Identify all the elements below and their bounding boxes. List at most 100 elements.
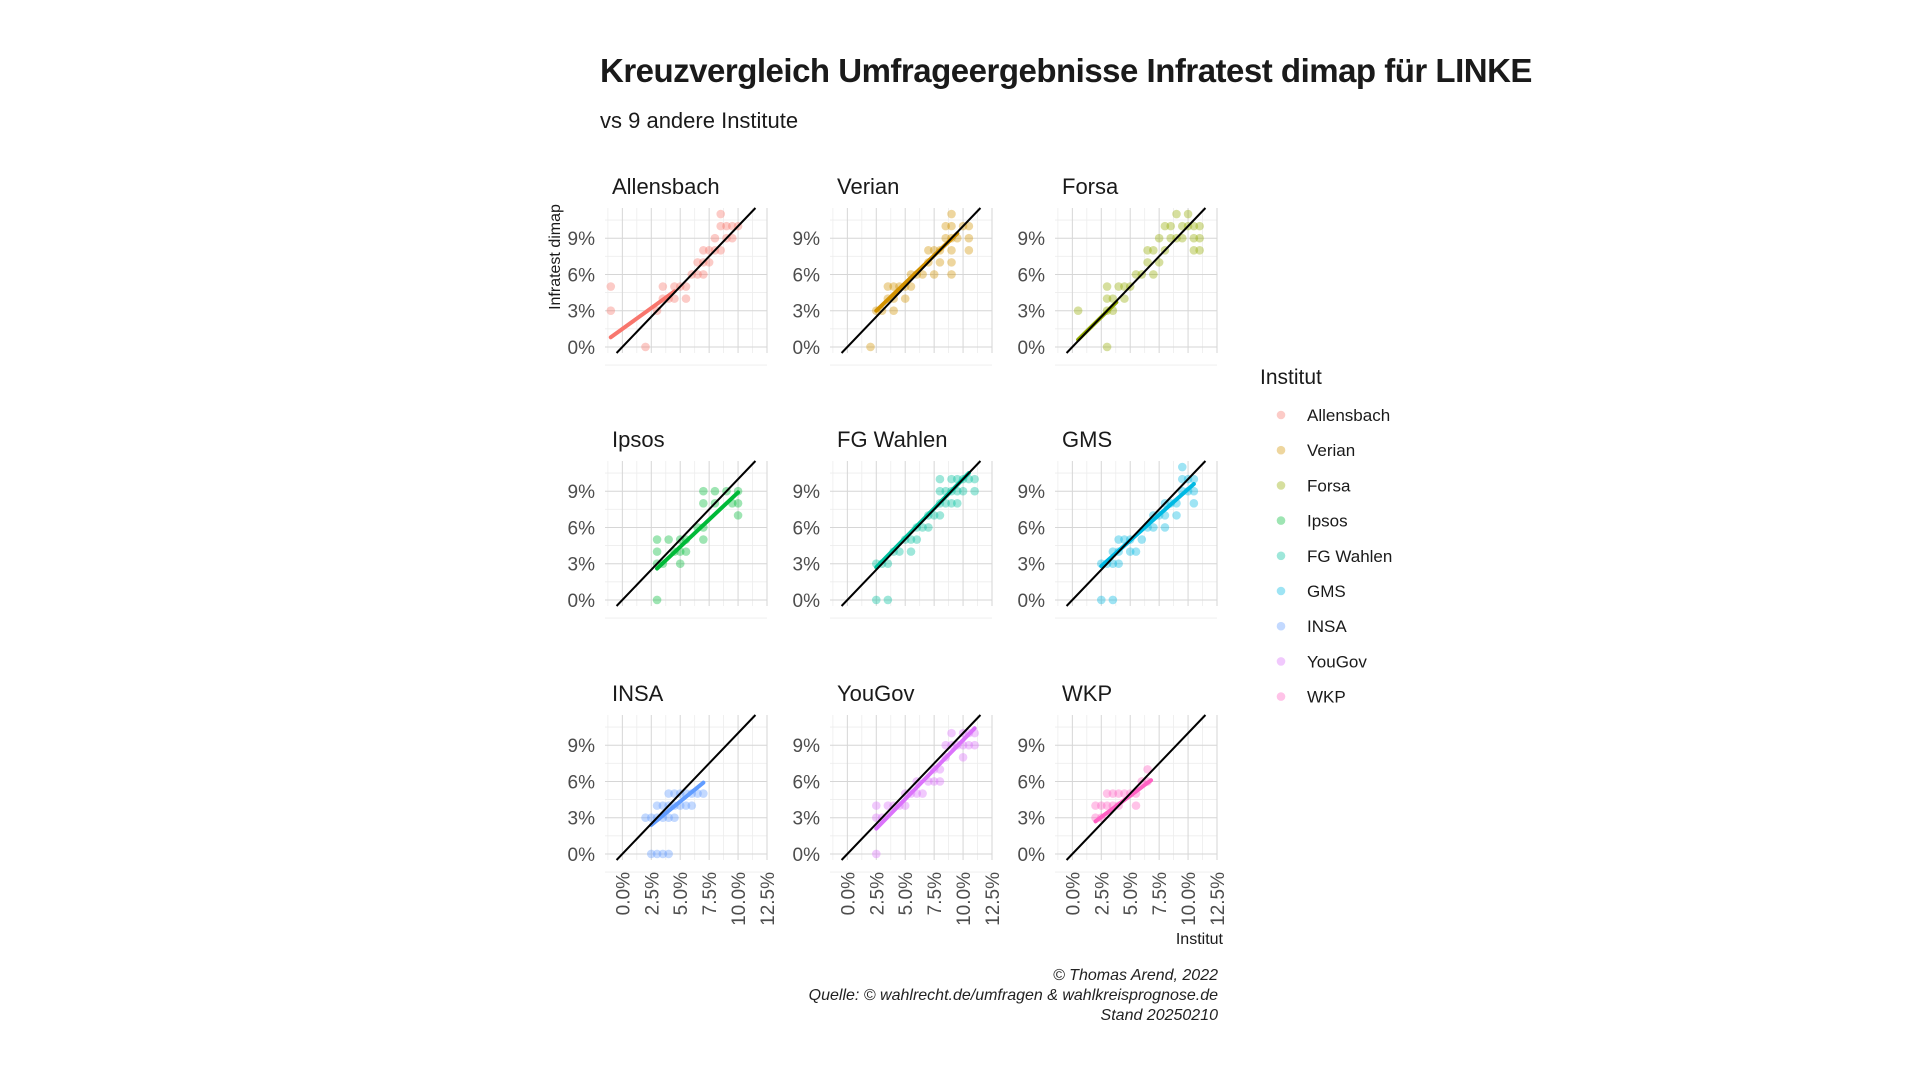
legend-key-wkp: [1276, 692, 1286, 701]
data-point-forsa: [1102, 294, 1112, 303]
y-tick-label: 3%: [1018, 809, 1046, 830]
data-point-gms: [1177, 474, 1187, 484]
facet-title-allensbach: Allensbach: [612, 174, 720, 199]
y-tick-label: 9%: [568, 482, 596, 503]
trend-line-allensbach: [608, 289, 677, 340]
data-point-forsa: [1195, 245, 1204, 255]
y-tick-label: 0%: [1018, 591, 1046, 612]
data-point-allensbach: [716, 245, 726, 255]
y-tick-label: 9%: [1018, 736, 1046, 757]
chart-title: Kreuzvergleich Umfrageergebnisse Infrate…: [600, 52, 1532, 89]
x-tick-label: 5.0%: [896, 872, 917, 915]
legend-label-gms: GMS: [1307, 582, 1346, 601]
data-point-gms: [1096, 595, 1106, 605]
x-tick-label: 10.0%: [1179, 872, 1200, 926]
y-tick-label: 6%: [568, 772, 596, 793]
data-point-allensbach: [606, 306, 616, 316]
data-point-fg-wahlen: [895, 547, 904, 556]
data-point-allensbach: [641, 342, 650, 352]
data-point-gms: [1108, 595, 1118, 605]
data-point-forsa: [1195, 233, 1204, 243]
data-point-gms: [1137, 535, 1147, 544]
caption-author: © Thomas Arend, 2022: [1052, 967, 1218, 984]
data-point-insa: [646, 813, 656, 823]
legend-key-forsa: [1276, 481, 1286, 490]
data-point-allensbach: [716, 209, 726, 219]
data-point-allensbach: [716, 221, 726, 231]
data-point-fg-wahlen: [952, 498, 962, 508]
data-point-yougov: [871, 813, 881, 823]
data-point-forsa: [1073, 306, 1083, 316]
legend-key-fg-wahlen: [1276, 551, 1286, 561]
data-point-ipsos: [675, 559, 685, 569]
legend-label-wkp: WKP: [1307, 688, 1346, 707]
data-point-wkp: [1102, 789, 1112, 798]
y-tick-label: 0%: [1018, 845, 1046, 866]
data-point-forsa: [1114, 282, 1123, 291]
data-point-ipsos: [652, 535, 662, 544]
data-point-yougov: [970, 740, 979, 750]
y-tick-label: 3%: [793, 809, 821, 830]
data-point-ipsos: [733, 498, 743, 508]
facet-title-forsa: Forsa: [1062, 174, 1119, 199]
facet-title-insa: INSA: [612, 681, 664, 706]
data-point-ipsos: [733, 511, 743, 520]
y-tick-label: 3%: [793, 555, 821, 576]
data-point-allensbach: [658, 282, 668, 291]
data-point-forsa: [1177, 221, 1187, 231]
data-point-insa: [681, 801, 691, 810]
data-point-wkp: [1102, 801, 1112, 810]
data-point-verian: [883, 282, 893, 291]
data-point-forsa: [1120, 294, 1129, 303]
data-point-ipsos: [699, 486, 708, 496]
data-point-insa: [699, 789, 708, 798]
data-point-insa: [664, 849, 673, 859]
data-point-verian: [900, 294, 910, 303]
y-tick-label: 0%: [568, 338, 596, 359]
caption: © Thomas Arend, 2022 Quelle: © wahlrecht…: [809, 966, 1218, 1026]
y-tick-label: 6%: [793, 265, 821, 286]
y-tick-label: 6%: [793, 772, 821, 793]
legend-key-verian: [1276, 445, 1286, 455]
data-point-yougov: [958, 752, 968, 762]
data-point-forsa: [1189, 233, 1199, 243]
data-point-verian: [941, 221, 951, 231]
facet-title-ipsos: Ipsos: [612, 427, 665, 452]
y-tick-label: 9%: [793, 482, 821, 503]
data-point-yougov: [918, 789, 927, 798]
data-point-ipsos: [699, 535, 708, 544]
legend-key-insa: [1276, 621, 1286, 631]
data-point-gms: [1125, 547, 1135, 556]
data-point-yougov: [964, 740, 974, 750]
data-point-fg-wahlen: [935, 511, 945, 520]
data-point-gms: [1177, 462, 1187, 472]
reference-line-insa: [615, 714, 757, 861]
data-point-gms: [1114, 535, 1123, 544]
y-tick-label: 0%: [568, 591, 596, 612]
data-point-wkp: [1091, 801, 1100, 810]
data-point-insa: [652, 801, 662, 810]
legend-title: Institut: [1260, 366, 1322, 389]
x-tick-label: 12.5%: [1208, 872, 1229, 926]
reference-line-ipsos: [615, 460, 757, 607]
data-point-forsa: [1172, 209, 1181, 219]
x-tick-label: 0.0%: [613, 872, 634, 915]
data-point-allensbach: [681, 294, 691, 303]
x-tick-label: 12.5%: [758, 872, 779, 926]
reference-line-gms: [1065, 460, 1207, 607]
y-axis-title: Infratest dimap: [547, 204, 564, 310]
y-tick-label: 6%: [568, 265, 596, 286]
legend-label-forsa: Forsa: [1307, 476, 1351, 495]
data-point-insa: [687, 801, 697, 810]
data-point-allensbach: [670, 294, 679, 303]
legend-key-gms: [1276, 586, 1286, 596]
data-point-verian: [924, 245, 933, 255]
data-point-verian: [947, 245, 956, 255]
x-tick-label: 7.5%: [1150, 872, 1171, 915]
trend-line-gms: [1099, 481, 1196, 569]
x-tick-label: 10.0%: [729, 872, 750, 926]
data-point-verian: [964, 233, 974, 243]
data-point-allensbach: [699, 245, 708, 255]
data-point-yougov: [871, 801, 881, 810]
data-point-verian: [964, 221, 974, 231]
